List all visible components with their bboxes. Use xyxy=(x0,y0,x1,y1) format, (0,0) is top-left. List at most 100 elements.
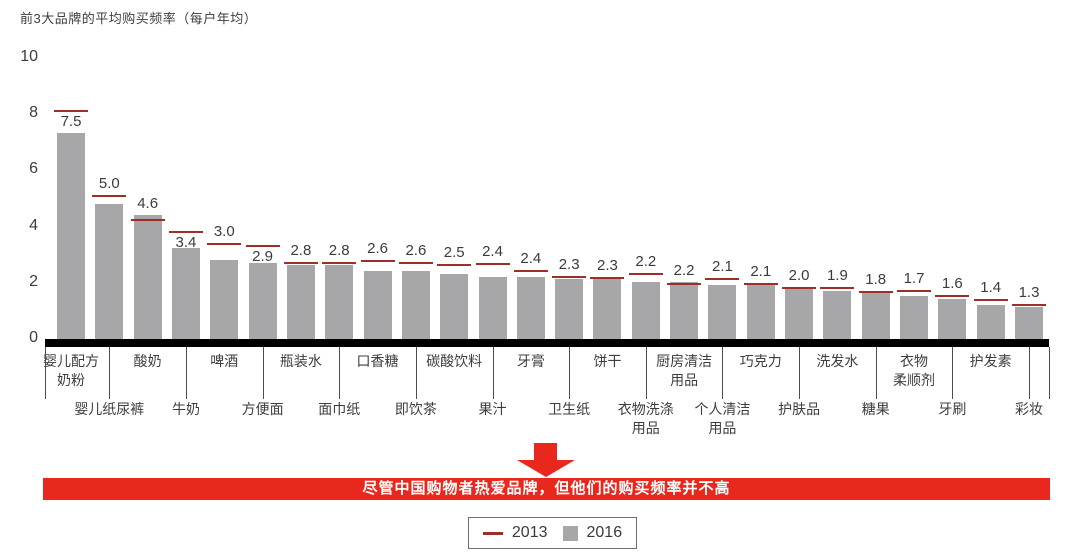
bar-2016 xyxy=(248,262,277,347)
category-tick xyxy=(109,347,111,399)
bar-2016 xyxy=(401,270,430,347)
bar-value-label: 1.9 xyxy=(826,266,848,284)
category-label: 衣物 柔顺剂 xyxy=(893,353,936,388)
category-tick xyxy=(952,347,954,399)
bar-value-label: 2.8 xyxy=(290,241,312,259)
bar-value-label: 2.1 xyxy=(750,262,772,280)
marker-2013 xyxy=(705,278,740,281)
bar-value-label: 2.4 xyxy=(482,242,503,260)
y-axis-tick-label: 4 xyxy=(29,216,38,234)
category-label: 面巾纸 xyxy=(318,401,361,417)
legend-item-2016: 2016 xyxy=(562,524,623,542)
category-tick xyxy=(415,347,417,399)
category-label: 厨房清洁 用品 xyxy=(656,353,713,388)
marker-2013 xyxy=(782,286,817,289)
legend-item-2013: 2013 xyxy=(482,524,548,542)
bar-value-label: 3.4 xyxy=(175,233,197,251)
category-tick xyxy=(339,347,341,399)
marker-2013 xyxy=(1012,303,1046,306)
category-label: 酸奶 xyxy=(133,353,162,369)
category-label: 牙刷 xyxy=(938,401,967,417)
category-tick xyxy=(722,347,724,399)
bar-2016 xyxy=(593,279,622,347)
bar-2016 xyxy=(938,299,967,347)
bar-2016 xyxy=(478,276,507,347)
bar-2016 xyxy=(631,282,660,347)
category-label: 瓶装水 xyxy=(279,353,322,369)
legend-label: 2016 xyxy=(586,524,623,541)
bar-2016 xyxy=(516,276,545,347)
marker-2013 xyxy=(552,275,587,278)
bar-value-label: 2.6 xyxy=(405,241,427,259)
marker-2013 xyxy=(475,262,510,265)
bar-value-label: 2.5 xyxy=(443,244,465,262)
bar-2016 xyxy=(210,259,239,347)
legend-square-icon xyxy=(562,525,578,541)
bar-value-label: 1.7 xyxy=(903,269,925,287)
bar-2016 xyxy=(363,270,392,347)
category-label: 个人清洁 用品 xyxy=(694,401,751,436)
marker-2013 xyxy=(168,230,203,233)
marker-2013 xyxy=(437,264,472,267)
category-tick xyxy=(569,347,571,399)
bar-value-label: 1.3 xyxy=(1018,283,1040,301)
annotation-banner: 尽管中国购物者热爱品牌，但他们的购买频率并不高 xyxy=(43,478,1050,500)
category-tick xyxy=(45,347,46,399)
marker-2013 xyxy=(360,260,395,263)
y-axis-tick-label: 2 xyxy=(29,272,38,290)
marker-2013 xyxy=(245,244,280,247)
bar-value-label: 2.4 xyxy=(520,249,542,267)
bar-value-label: 2.0 xyxy=(788,266,810,284)
bar-2016 xyxy=(708,284,737,347)
y-axis-tick-label: 8 xyxy=(29,104,38,122)
bar-2016 xyxy=(133,214,162,347)
marker-2013 xyxy=(858,291,893,293)
down-arrow-icon xyxy=(517,460,575,477)
category-label: 饼干 xyxy=(593,353,622,369)
category-label: 护肤品 xyxy=(778,401,821,417)
bar-value-label: 2.1 xyxy=(712,258,733,276)
category-label: 巧克力 xyxy=(739,353,782,369)
bar-2016 xyxy=(95,203,124,347)
bar-2016 xyxy=(555,279,584,347)
category-tick xyxy=(492,347,494,399)
category-label: 糖果 xyxy=(861,401,890,417)
bar-value-label: 3.0 xyxy=(213,223,235,241)
marker-2013 xyxy=(935,295,970,298)
marker-2013 xyxy=(283,261,318,264)
y-axis-tick-label: 10 xyxy=(20,48,38,65)
legend-label: 2013 xyxy=(511,524,548,541)
category-label: 果汁 xyxy=(478,401,507,417)
category-tick xyxy=(1029,347,1030,399)
marker-2013 xyxy=(130,219,165,222)
category-tick xyxy=(1049,347,1050,399)
bar-value-label: 2.3 xyxy=(558,255,580,273)
category-label: 洗发水 xyxy=(816,353,859,369)
bar-value-label: 4.6 xyxy=(137,194,159,212)
y-axis-tick-label: 0 xyxy=(29,329,38,346)
category-tick xyxy=(875,347,877,399)
category-label: 衣物洗涤 用品 xyxy=(617,401,674,436)
marker-2013 xyxy=(667,282,702,285)
category-label: 婴儿纸尿裤 xyxy=(74,401,145,417)
marker-2013 xyxy=(398,261,433,264)
bar-value-label: 1.6 xyxy=(941,275,963,293)
bar-2016 xyxy=(670,282,699,347)
category-tick xyxy=(645,347,647,399)
bar-2016 xyxy=(785,287,814,347)
marker-2013 xyxy=(820,286,855,289)
bar-value-label: 2.2 xyxy=(635,252,657,270)
marker-2013 xyxy=(743,282,778,285)
marker-2013 xyxy=(590,276,625,279)
marker-2013 xyxy=(973,299,1008,302)
bar-value-label: 1.4 xyxy=(980,279,1002,297)
bar-2016 xyxy=(900,296,929,347)
category-tick xyxy=(185,347,187,399)
bar-2016 xyxy=(57,133,85,347)
category-label: 婴儿配方 奶粉 xyxy=(43,353,99,388)
chart-title: 前3大品牌的平均购买频率（每户年均） xyxy=(20,11,258,26)
bar-2016 xyxy=(286,265,315,347)
bar-2016 xyxy=(325,265,354,347)
y-axis-tick-label: 6 xyxy=(29,160,38,178)
bar-value-label: 5.0 xyxy=(98,175,120,193)
